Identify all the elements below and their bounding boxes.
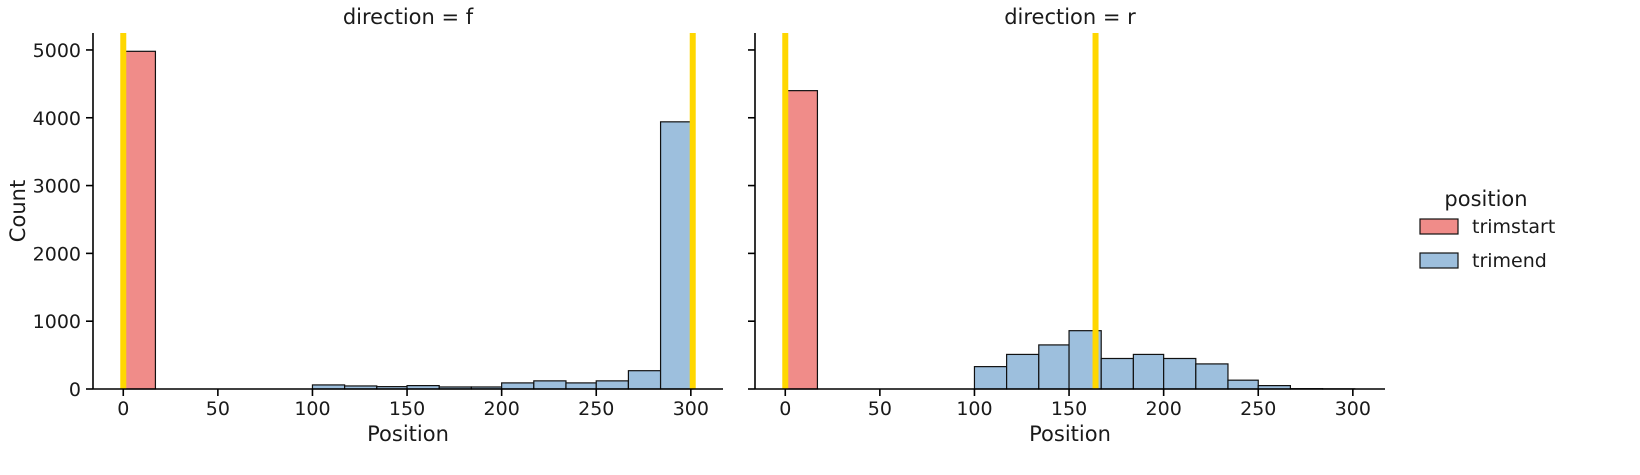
y-axis-label: Count — [6, 180, 30, 242]
x-tick-label-f0-2: 100 — [294, 398, 330, 420]
bar-trimend-f0-11 — [659, 121, 694, 390]
x-tick-label-f0-6: 300 — [673, 398, 709, 420]
bar-trimend-f1-0 — [973, 366, 1008, 390]
y-tick-label-2: 2000 — [33, 243, 81, 265]
y-tick-label-4: 4000 — [33, 108, 81, 130]
x-tick-label-f1-6: 300 — [1335, 398, 1371, 420]
bar-trimend-f1-2 — [1038, 344, 1070, 390]
x-tick-label-f1-4: 200 — [1146, 398, 1182, 420]
bar-trimend-f0-6 — [501, 382, 535, 390]
x-tick-label-f0-3: 150 — [389, 398, 425, 420]
bar-trimend-f1-6 — [1163, 357, 1197, 390]
x-tick-label-f1-1: 50 — [868, 398, 892, 420]
x-tick-label-f1-5: 250 — [1240, 398, 1276, 420]
x-tick-label-f1-3: 150 — [1051, 398, 1087, 420]
legend-swatch-trimstart — [1419, 218, 1459, 235]
x-tick-label-f1-0: 0 — [779, 398, 791, 420]
y-tick-label-0: 0 — [69, 379, 81, 401]
bar-trimend-f1-1 — [1006, 353, 1040, 390]
bar-trimend-f0-9 — [595, 380, 629, 390]
facet-title-f1: direction = r — [1004, 5, 1136, 29]
legend-label-trimend: trimend — [1472, 250, 1547, 272]
bar-trimend-f1-4 — [1100, 357, 1134, 390]
x-tick-label-f0-5: 250 — [578, 398, 614, 420]
y-tick-label-5: 5000 — [33, 40, 81, 62]
legend-swatch-trimend — [1419, 252, 1459, 269]
bar-trimend-f0-10 — [627, 370, 662, 390]
x-axis-label-f0: Position — [367, 422, 449, 446]
bar-trimend-f0-8 — [565, 382, 597, 390]
bar-trimend-f0-7 — [533, 380, 567, 390]
bar-trimend-f1-8 — [1227, 379, 1259, 390]
bar-trimend-f1-5 — [1132, 353, 1165, 390]
y-tick-label-3: 3000 — [33, 176, 81, 198]
facet-title-f0: direction = f — [343, 5, 474, 29]
bar-trimend-f1-7 — [1195, 363, 1229, 390]
legend-title: position — [1444, 187, 1527, 211]
x-tick-label-f0-1: 50 — [206, 398, 230, 420]
x-axis-label-f1: Position — [1029, 422, 1111, 446]
y-tick-label-1: 1000 — [33, 311, 81, 333]
x-tick-label-f0-4: 200 — [484, 398, 520, 420]
bar-trimstart-f0-0 — [122, 50, 157, 390]
x-tick-label-f0-0: 0 — [117, 398, 129, 420]
x-tick-label-f1-2: 100 — [956, 398, 992, 420]
bar-trimstart-f1-0 — [784, 90, 819, 390]
legend-label-trimstart: trimstart — [1472, 216, 1555, 238]
